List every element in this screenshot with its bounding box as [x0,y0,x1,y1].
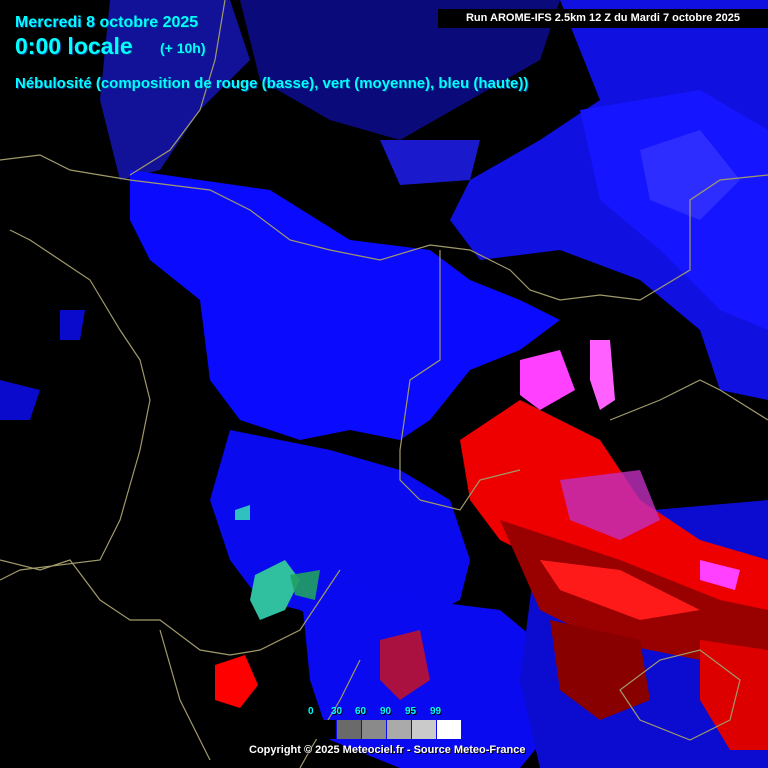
mixed-cloud-layer [520,340,740,590]
forecast-time: 0:00 locale [15,33,133,59]
legend-label: 0 [308,706,314,717]
legend-swatch [387,720,411,739]
legend-swatch [337,720,361,739]
map-description: Nébulosité (composition de rouge (basse)… [15,75,529,92]
legend-swatch [312,720,336,739]
legend-label: 90 [380,706,392,717]
model-run-label: Run AROME-IFS 2.5km 12 Z du Mardi 7 octo… [438,9,768,28]
legend-swatch [362,720,386,739]
legend-label: 99 [430,706,442,717]
legend-swatch [437,720,461,739]
forecast-offset: (+ 10h) [160,40,206,56]
forecast-date: Mercredi 8 octobre 2025 [15,14,199,31]
legend-label: 60 [355,706,367,717]
mid-cloud-layer [235,505,320,620]
copyright: Copyright © 2025 Meteociel.fr - Source M… [249,744,526,756]
legend-swatch [412,720,436,739]
legend-label: 30 [331,706,343,717]
legend-label: 95 [405,706,417,717]
